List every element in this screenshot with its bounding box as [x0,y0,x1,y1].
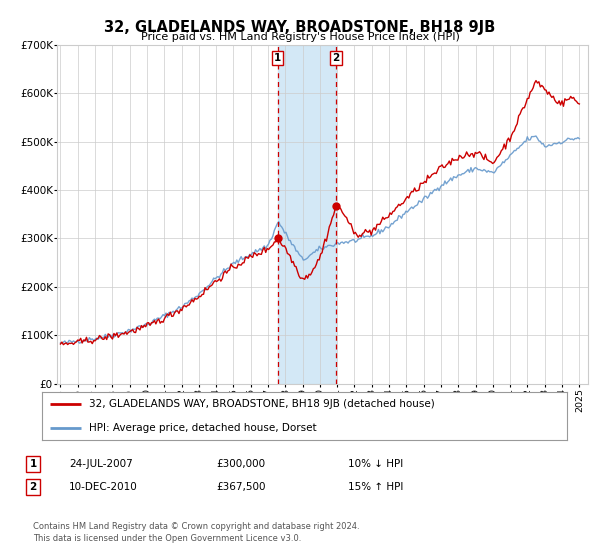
Text: 1: 1 [29,459,37,469]
Text: Price paid vs. HM Land Registry's House Price Index (HPI): Price paid vs. HM Land Registry's House … [140,32,460,43]
Text: 24-JUL-2007: 24-JUL-2007 [69,459,133,469]
Text: HPI: Average price, detached house, Dorset: HPI: Average price, detached house, Dors… [89,423,317,433]
Bar [278,45,336,384]
Text: 2: 2 [332,53,340,63]
Text: This data is licensed under the Open Government Licence v3.0.: This data is licensed under the Open Gov… [33,534,301,543]
Text: 10% ↓ HPI: 10% ↓ HPI [348,459,403,469]
Text: £367,500: £367,500 [216,482,265,492]
Text: 32, GLADELANDS WAY, BROADSTONE, BH18 9JB (detached house): 32, GLADELANDS WAY, BROADSTONE, BH18 9JB… [89,399,435,409]
Text: 15% ↑ HPI: 15% ↑ HPI [348,482,403,492]
Text: Contains HM Land Registry data © Crown copyright and database right 2024.: Contains HM Land Registry data © Crown c… [33,522,359,531]
Text: 10-DEC-2010: 10-DEC-2010 [69,482,138,492]
Text: £300,000: £300,000 [216,459,265,469]
Text: 1: 1 [274,53,281,63]
Text: 32, GLADELANDS WAY, BROADSTONE, BH18 9JB: 32, GLADELANDS WAY, BROADSTONE, BH18 9JB [104,20,496,35]
Text: 2: 2 [29,482,37,492]
